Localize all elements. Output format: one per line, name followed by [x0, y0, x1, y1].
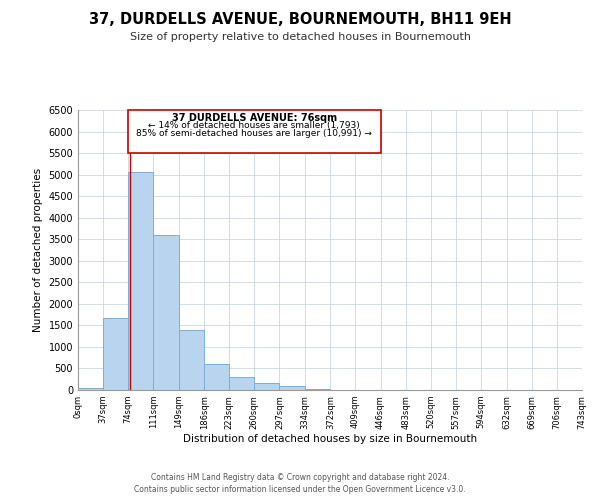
Bar — [78, 388, 103, 390]
Text: Contains HM Land Registry data © Crown copyright and database right 2024.: Contains HM Land Registry data © Crown c… — [151, 473, 449, 482]
Bar — [153, 235, 179, 390]
Bar — [305, 389, 331, 390]
Y-axis label: Number of detached properties: Number of detached properties — [33, 168, 43, 332]
Bar — [179, 330, 204, 390]
Bar — [229, 377, 254, 390]
X-axis label: Distribution of detached houses by size in Bournemouth: Distribution of detached houses by size … — [183, 434, 477, 444]
Text: Contains public sector information licensed under the Open Government Licence v3: Contains public sector information licen… — [134, 486, 466, 494]
Text: ← 14% of detached houses are smaller (1,793): ← 14% of detached houses are smaller (1,… — [148, 121, 360, 130]
Bar — [204, 364, 229, 390]
Bar — [254, 384, 280, 390]
Text: Size of property relative to detached houses in Bournemouth: Size of property relative to detached ho… — [130, 32, 470, 42]
FancyBboxPatch shape — [128, 110, 380, 153]
Text: 37, DURDELLS AVENUE, BOURNEMOUTH, BH11 9EH: 37, DURDELLS AVENUE, BOURNEMOUTH, BH11 9… — [89, 12, 511, 28]
Bar — [103, 318, 128, 390]
Bar — [280, 386, 305, 390]
Text: 37 DURDELLS AVENUE: 76sqm: 37 DURDELLS AVENUE: 76sqm — [172, 114, 337, 124]
Text: 85% of semi-detached houses are larger (10,991) →: 85% of semi-detached houses are larger (… — [136, 129, 373, 138]
Bar — [128, 172, 153, 390]
